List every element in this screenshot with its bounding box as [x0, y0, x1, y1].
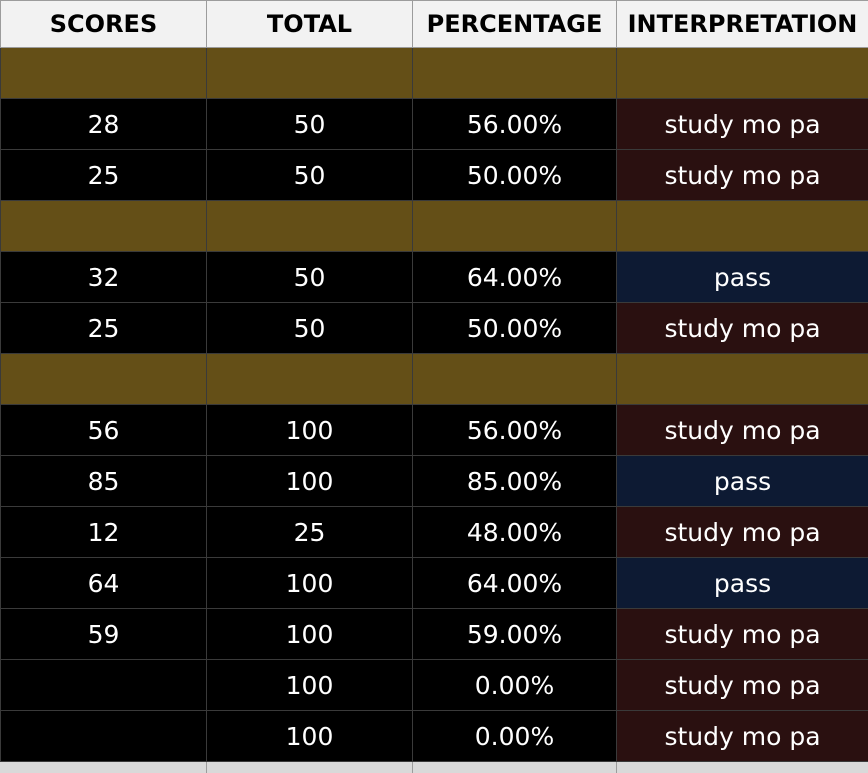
band-cell[interactable] — [0, 353, 207, 405]
table-row: 32 50 64.00% pass — [0, 251, 868, 303]
table-row: 64 100 64.00% pass — [0, 557, 868, 609]
interpretation-cell[interactable]: pass — [616, 251, 868, 303]
percentage-cell[interactable]: 50.00% — [412, 302, 617, 354]
table-row: 25 50 50.00% study mo pa — [0, 302, 868, 354]
header-percentage[interactable]: PERCENTAGE — [412, 0, 617, 48]
band-cell[interactable] — [206, 200, 413, 252]
score-cell[interactable]: 56 — [0, 404, 207, 456]
total-cell[interactable]: 100 — [206, 455, 413, 507]
interpretation-cell[interactable]: study mo pa — [616, 149, 868, 201]
total-cell[interactable]: 100 — [206, 557, 413, 609]
header-total[interactable]: TOTAL — [206, 0, 413, 48]
band-cell[interactable] — [412, 47, 617, 99]
percentage-cell[interactable]: 48.00% — [412, 506, 617, 558]
total-cell[interactable]: 50 — [206, 98, 413, 150]
total-cell[interactable]: 50 — [206, 251, 413, 303]
section-band-row — [0, 353, 868, 405]
percentage-cell[interactable]: 64.00% — [412, 251, 617, 303]
header-scores[interactable]: SCORES — [0, 0, 207, 48]
percentage-cell[interactable]: 0.00% — [412, 659, 617, 711]
band-cell[interactable] — [616, 47, 868, 99]
table-row: 85 100 85.00% pass — [0, 455, 868, 507]
total-cell[interactable]: 100 — [206, 659, 413, 711]
interpretation-cell[interactable]: study mo pa — [616, 98, 868, 150]
score-cell[interactable]: 25 — [0, 302, 207, 354]
total-cell[interactable]: 50 — [206, 302, 413, 354]
percentage-cell[interactable]: 85.00% — [412, 455, 617, 507]
table-row: 25 50 50.00% study mo pa — [0, 149, 868, 201]
score-cell[interactable] — [0, 710, 207, 762]
table-row: 56 100 56.00% study mo pa — [0, 404, 868, 456]
interpretation-cell[interactable]: study mo pa — [616, 506, 868, 558]
score-cell[interactable]: 25 — [0, 149, 207, 201]
band-cell[interactable] — [412, 353, 617, 405]
table-row: 100 0.00% study mo pa — [0, 659, 868, 711]
band-cell[interactable] — [616, 353, 868, 405]
percentage-cell[interactable]: 56.00% — [412, 404, 617, 456]
total-cell[interactable]: 50 — [206, 149, 413, 201]
band-cell[interactable] — [0, 200, 207, 252]
percentage-cell[interactable]: 59.00% — [412, 608, 617, 660]
score-cell[interactable]: 12 — [0, 506, 207, 558]
interpretation-cell[interactable]: study mo pa — [616, 608, 868, 660]
score-cell[interactable]: 85 — [0, 455, 207, 507]
section-band-row — [0, 200, 868, 252]
total-cell[interactable]: 25 — [206, 506, 413, 558]
percentage-cell[interactable]: 64.00% — [412, 557, 617, 609]
interpretation-cell[interactable]: pass — [616, 557, 868, 609]
percentage-cell[interactable]: 56.00% — [412, 98, 617, 150]
table-row: 100 0.00% study mo pa — [0, 710, 868, 762]
total-cell[interactable]: 100 — [206, 710, 413, 762]
section-band-row — [0, 47, 868, 99]
header-interpretation[interactable]: INTERPRETATION — [616, 0, 868, 48]
interpretation-cell[interactable]: pass — [616, 455, 868, 507]
score-cell[interactable]: 32 — [0, 251, 207, 303]
band-cell[interactable] — [616, 200, 868, 252]
table-row: 59 100 59.00% study mo pa — [0, 608, 868, 660]
table-row: 12 25 48.00% study mo pa — [0, 506, 868, 558]
interpretation-cell[interactable]: study mo pa — [616, 710, 868, 762]
percentage-cell[interactable]: 0.00% — [412, 710, 617, 762]
band-cell[interactable] — [0, 47, 207, 99]
score-cell[interactable]: 28 — [0, 98, 207, 150]
score-cell[interactable]: 59 — [0, 608, 207, 660]
next-row-strip — [0, 762, 868, 773]
interpretation-cell[interactable]: study mo pa — [616, 302, 868, 354]
total-cell[interactable]: 100 — [206, 404, 413, 456]
total-cell[interactable]: 100 — [206, 608, 413, 660]
header-row: SCORES TOTAL PERCENTAGE INTERPRETATION — [0, 0, 868, 48]
score-cell[interactable]: 64 — [0, 557, 207, 609]
band-cell[interactable] — [206, 353, 413, 405]
table-body: 28 50 56.00% study mo pa 25 50 50.00% study mo … — [0, 47, 868, 762]
band-cell[interactable] — [412, 200, 617, 252]
percentage-cell[interactable]: 50.00% — [412, 149, 617, 201]
interpretation-cell[interactable]: study mo pa — [616, 659, 868, 711]
band-cell[interactable] — [206, 47, 413, 99]
score-cell[interactable] — [0, 659, 207, 711]
table-row: 28 50 56.00% study mo pa — [0, 98, 868, 150]
interpretation-cell[interactable]: study mo pa — [616, 404, 868, 456]
